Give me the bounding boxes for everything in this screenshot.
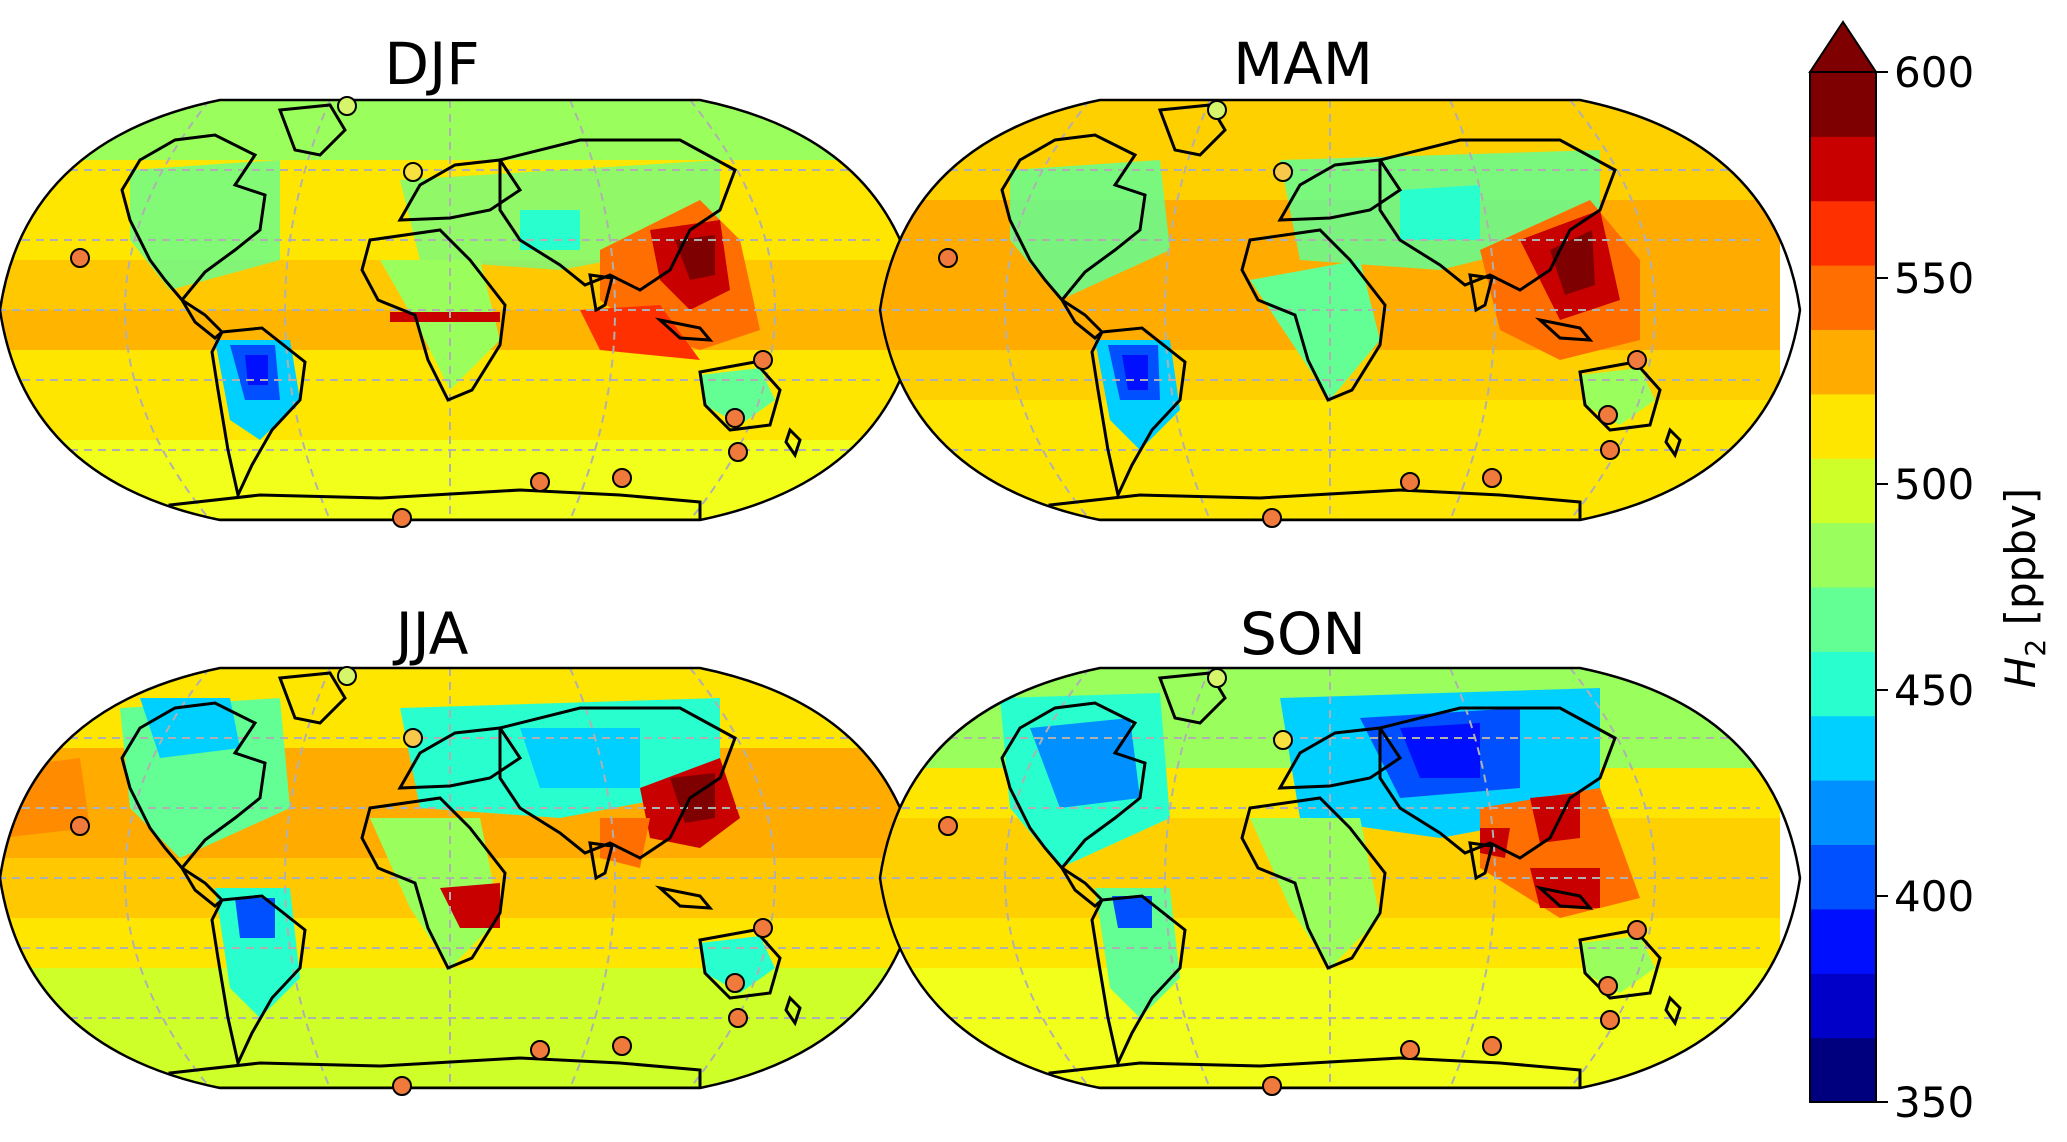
panel-jja: [0, 666, 922, 1096]
colorbar-tick-label: 550: [1894, 254, 1974, 303]
colorbar-band: [1810, 522, 1876, 588]
colorbar-tick-label: 600: [1894, 48, 1974, 97]
colorbar-tick-label: 450: [1894, 666, 1974, 715]
colorbar-band: [1810, 200, 1876, 266]
colorbar-band: [1810, 393, 1876, 459]
colorbar-band: [1810, 329, 1876, 395]
colorbar-band: [1810, 973, 1876, 1039]
colorbar-band: [1810, 780, 1876, 845]
colorbar-bands: [1810, 72, 1876, 1103]
colorbar-band: [1810, 1037, 1876, 1103]
colorbar-band: [1810, 458, 1876, 524]
colorbar-ticks: 600 550 500 450 400 350: [1876, 48, 1974, 1127]
panel-djf: [0, 96, 922, 528]
panel-title-jja: JJA: [393, 600, 469, 668]
colorbar-band: [1810, 265, 1876, 330]
colorbar: 600 550 500 450 400 350 H2 [ppbv]: [1808, 20, 2052, 1127]
colorbar-tick-label: 500: [1894, 460, 1974, 509]
colorbar-band: [1810, 136, 1876, 202]
panel-title-son: SON: [1240, 600, 1366, 668]
panel-mam: [878, 98, 1802, 528]
colorbar-band: [1810, 587, 1876, 652]
colorbar-band: [1810, 844, 1876, 910]
panel-title-mam: MAM: [1233, 30, 1373, 98]
colorbar-extend-arrow: [1808, 20, 1878, 73]
colorbar-band: [1810, 908, 1876, 974]
panel-son: [878, 666, 1802, 1096]
colorbar-band: [1810, 715, 1876, 781]
colorbar-band: [1810, 72, 1876, 137]
colorbar-label: H2 [ppbv]: [1996, 488, 2052, 688]
colorbar-tick-label: 350: [1894, 1078, 1974, 1127]
colorbar-band: [1810, 651, 1876, 717]
colorbar-tick-label: 400: [1894, 872, 1974, 921]
panel-title-djf: DJF: [384, 30, 479, 98]
